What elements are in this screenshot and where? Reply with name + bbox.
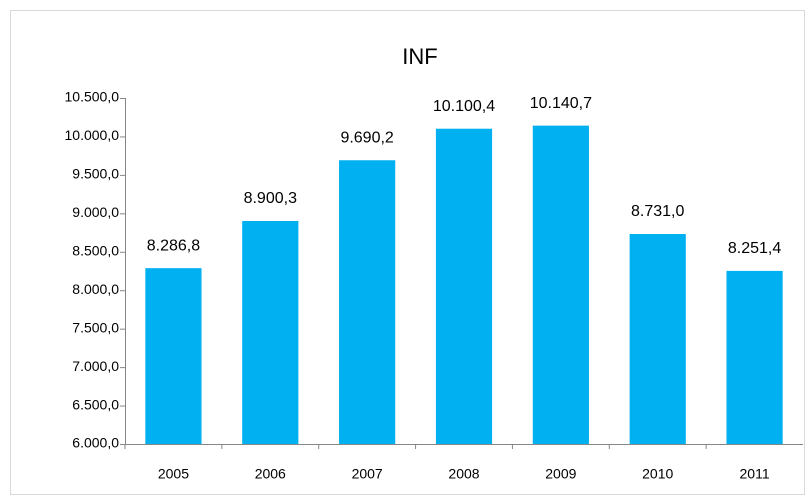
y-tick-label: 6.500,0 — [72, 396, 119, 412]
bar — [339, 160, 396, 444]
y-tick-label: 7.500,0 — [72, 319, 119, 335]
x-tick-label: 2009 — [545, 466, 576, 482]
y-tick-label: 10.000,0 — [65, 127, 120, 143]
y-tick-label: 10.500,0 — [65, 89, 120, 105]
value-label: 10.100,4 — [433, 98, 495, 115]
value-label: 8.251,4 — [728, 240, 781, 257]
x-tick-label: 2008 — [448, 466, 479, 482]
value-label: 8.286,8 — [147, 237, 200, 254]
bar — [145, 268, 202, 444]
y-tick-label: 8.000,0 — [72, 281, 119, 297]
x-tick-label: 2006 — [255, 466, 286, 482]
value-label: 8.900,3 — [244, 190, 297, 207]
bar — [532, 125, 589, 445]
y-tick-label: 8.500,0 — [72, 242, 119, 258]
x-tick-label: 2010 — [642, 466, 673, 482]
x-tick-label: 2007 — [352, 466, 383, 482]
bar — [629, 234, 686, 444]
x-tick-label: 2005 — [158, 466, 189, 482]
bar — [242, 220, 299, 444]
value-label: 8.731,0 — [631, 203, 684, 220]
x-tick-label: 2011 — [740, 466, 770, 482]
value-label: 10.140,7 — [530, 95, 592, 112]
bar — [726, 270, 783, 444]
y-tick-label: 9.500,0 — [72, 166, 119, 182]
value-label: 9.690,2 — [340, 129, 393, 146]
chart-title: INF — [402, 44, 437, 69]
y-tick-label: 9.000,0 — [72, 204, 119, 220]
bar — [435, 128, 493, 444]
y-tick-label: 7.000,0 — [72, 358, 119, 374]
y-tick-label: 6.000,0 — [72, 435, 119, 451]
